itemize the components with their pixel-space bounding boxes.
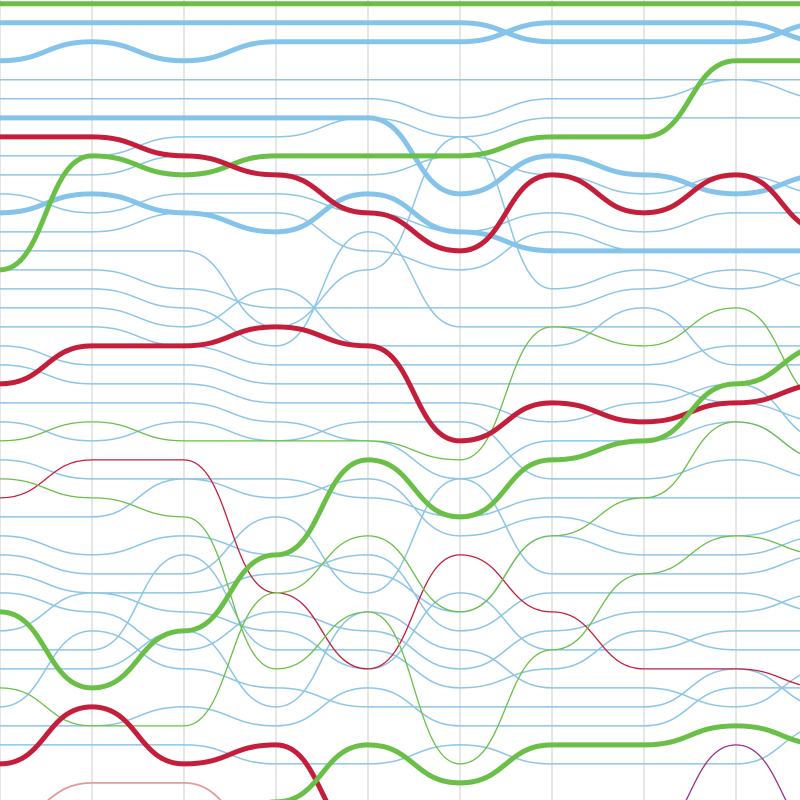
series-line <box>0 20 800 64</box>
series-line <box>0 402 800 480</box>
series-line <box>0 554 800 689</box>
series-line <box>0 459 800 518</box>
series-line <box>0 134 800 254</box>
series-line <box>0 535 800 613</box>
series-line <box>0 592 800 670</box>
series-line <box>0 115 800 197</box>
series-line <box>46 781 222 800</box>
series-line <box>0 478 800 765</box>
series-line <box>0 20 800 45</box>
series-line <box>0 704 329 800</box>
series-line <box>0 364 800 433</box>
series-line <box>0 191 800 254</box>
series-line <box>0 459 800 686</box>
series-line <box>0 269 800 309</box>
series-line <box>0 554 800 632</box>
series-line <box>0 630 800 708</box>
series-line <box>0 326 800 366</box>
series-line <box>0 345 800 420</box>
series-line <box>685 744 787 800</box>
series-line <box>0 231 800 347</box>
series-line <box>0 592 800 670</box>
series-line <box>0 136 800 328</box>
series-line <box>0 478 800 537</box>
series-line <box>0 58 800 273</box>
series-line <box>269 723 800 800</box>
series-line <box>0 731 800 765</box>
series-line <box>0 421 800 727</box>
series-line <box>0 478 800 594</box>
series-line <box>0 288 800 366</box>
series-line <box>0 687 800 727</box>
series-line <box>0 307 800 461</box>
series-line <box>0 349 800 691</box>
series-line <box>0 611 800 708</box>
